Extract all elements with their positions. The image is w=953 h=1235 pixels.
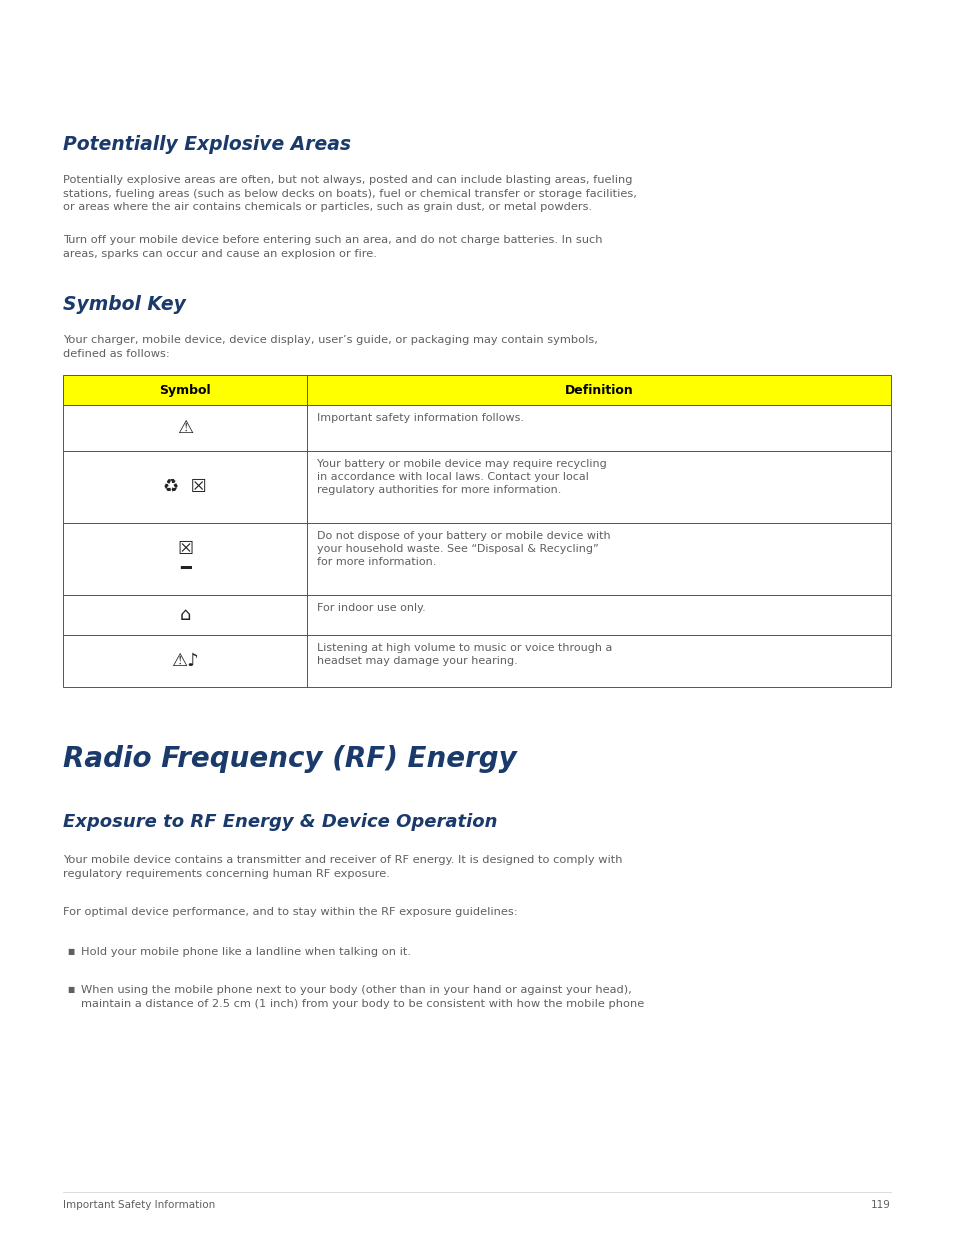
Text: ♻  ☒: ♻ ☒	[163, 478, 207, 496]
Text: Listening at high volume to music or voice through a
headset may damage your hea: Listening at high volume to music or voi…	[317, 643, 612, 666]
Text: For indoor use only.: For indoor use only.	[317, 603, 426, 613]
Text: ⚠: ⚠	[177, 419, 193, 437]
Text: Important Safety Information: Important Safety Information	[63, 1200, 215, 1210]
Text: Turn off your mobile device before entering such an area, and do not charge batt: Turn off your mobile device before enter…	[63, 235, 602, 258]
Text: Potentially Explosive Areas: Potentially Explosive Areas	[63, 135, 351, 154]
Text: Your mobile device contains a transmitter and receiver of RF energy. It is desig: Your mobile device contains a transmitte…	[63, 855, 622, 878]
Text: ⌂: ⌂	[179, 606, 191, 624]
Text: ☒
━: ☒ ━	[177, 540, 193, 578]
Text: Symbol Key: Symbol Key	[63, 295, 186, 314]
Text: Hold your mobile phone like a landline when talking on it.: Hold your mobile phone like a landline w…	[81, 947, 411, 957]
Bar	[63, 635, 890, 687]
Text: Important safety information follows.: Important safety information follows.	[317, 412, 524, 424]
Bar	[63, 595, 890, 635]
Text: ■: ■	[67, 947, 74, 956]
Text: When using the mobile phone next to your body (other than in your hand or agains: When using the mobile phone next to your…	[81, 986, 643, 1009]
Bar	[63, 451, 890, 522]
Bar	[63, 405, 890, 451]
Text: Radio Frequency (RF) Energy: Radio Frequency (RF) Energy	[63, 745, 517, 773]
Bar	[63, 522, 890, 595]
Text: Exposure to RF Energy & Device Operation: Exposure to RF Energy & Device Operation	[63, 813, 497, 831]
Text: For optimal device performance, and to stay within the RF exposure guidelines:: For optimal device performance, and to s…	[63, 906, 517, 918]
Text: Definition: Definition	[564, 384, 633, 396]
Text: ■: ■	[67, 986, 74, 994]
Text: Symbol: Symbol	[159, 384, 211, 396]
Text: ⚠♪: ⚠♪	[172, 652, 199, 671]
Text: Your battery or mobile device may require recycling
in accordance with local law: Your battery or mobile device may requir…	[317, 459, 606, 495]
Text: Do not dispose of your battery or mobile device with
your household waste. See “: Do not dispose of your battery or mobile…	[317, 531, 610, 567]
Text: Your charger, mobile device, device display, user’s guide, or packaging may cont: Your charger, mobile device, device disp…	[63, 335, 598, 358]
Text: 119: 119	[870, 1200, 890, 1210]
Text: Potentially explosive areas are often, but not always, posted and can include bl: Potentially explosive areas are often, b…	[63, 175, 637, 212]
Bar	[63, 375, 890, 405]
